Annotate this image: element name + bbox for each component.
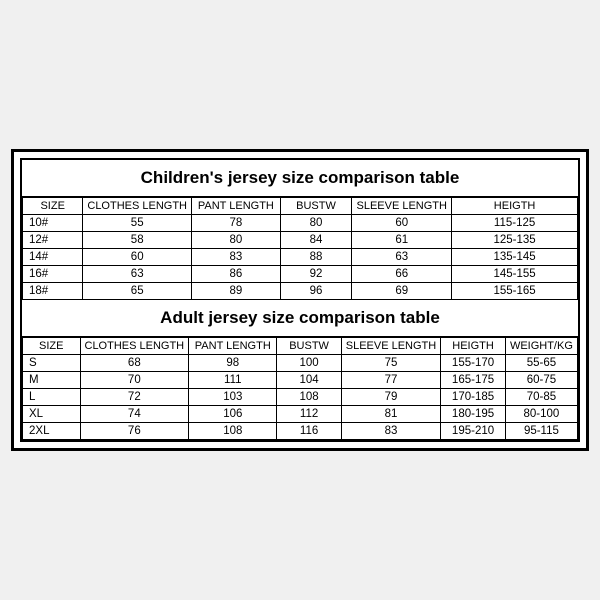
cell: 60-75 — [505, 372, 577, 389]
cell: 61 — [352, 232, 452, 249]
cell: 16# — [23, 266, 83, 283]
cell: 165-175 — [441, 372, 506, 389]
table-row: 18# 65 89 96 69 155-165 — [23, 283, 578, 300]
cell: 108 — [189, 423, 277, 440]
cell: 155-170 — [441, 355, 506, 372]
adult-table: SIZE CLOTHES LENGTH PANT LENGTH BUSTW SL… — [22, 337, 578, 440]
cell: 12# — [23, 232, 83, 249]
table-row: M 70 111 104 77 165-175 60-75 — [23, 372, 578, 389]
adult-title: Adult jersey size comparison table — [22, 300, 578, 337]
cell: 170-185 — [441, 389, 506, 406]
cell: 112 — [277, 406, 341, 423]
col-clothes: CLOTHES LENGTH — [80, 338, 189, 355]
cell: 98 — [189, 355, 277, 372]
size-chart-inner: Children's jersey size comparison table … — [20, 158, 580, 442]
cell: 135-145 — [452, 249, 578, 266]
cell: M — [23, 372, 81, 389]
cell: 70 — [80, 372, 189, 389]
cell: S — [23, 355, 81, 372]
cell: 63 — [83, 266, 192, 283]
cell: 145-155 — [452, 266, 578, 283]
table-row: 16# 63 86 92 66 145-155 — [23, 266, 578, 283]
col-pant: PANT LENGTH — [189, 338, 277, 355]
children-title: Children's jersey size comparison table — [22, 160, 578, 197]
cell: 104 — [277, 372, 341, 389]
cell: 70-85 — [505, 389, 577, 406]
col-clothes: CLOTHES LENGTH — [83, 198, 192, 215]
children-table: SIZE CLOTHES LENGTH PANT LENGTH BUSTW SL… — [22, 197, 578, 300]
cell: 86 — [192, 266, 281, 283]
cell: 83 — [192, 249, 281, 266]
cell: 79 — [341, 389, 440, 406]
cell: 80 — [192, 232, 281, 249]
table-row: 12# 58 80 84 61 125-135 — [23, 232, 578, 249]
col-sleeve: SLEEVE LENGTH — [352, 198, 452, 215]
cell: 69 — [352, 283, 452, 300]
cell: 88 — [280, 249, 352, 266]
cell: 80-100 — [505, 406, 577, 423]
cell: 103 — [189, 389, 277, 406]
table-row: 10# 55 78 80 60 115-125 — [23, 215, 578, 232]
cell: 63 — [352, 249, 452, 266]
cell: 96 — [280, 283, 352, 300]
col-height: HEIGTH — [441, 338, 506, 355]
col-pant: PANT LENGTH — [192, 198, 281, 215]
cell: 55 — [83, 215, 192, 232]
cell: 60 — [83, 249, 192, 266]
cell: 116 — [277, 423, 341, 440]
cell: 78 — [192, 215, 281, 232]
adult-header-row: SIZE CLOTHES LENGTH PANT LENGTH BUSTW SL… — [23, 338, 578, 355]
cell: 66 — [352, 266, 452, 283]
col-size: SIZE — [23, 198, 83, 215]
cell: 125-135 — [452, 232, 578, 249]
cell: 108 — [277, 389, 341, 406]
cell: 195-210 — [441, 423, 506, 440]
cell: 92 — [280, 266, 352, 283]
cell: XL — [23, 406, 81, 423]
cell: 65 — [83, 283, 192, 300]
cell: 95-115 — [505, 423, 577, 440]
col-weight: WEIGHT/KG — [505, 338, 577, 355]
cell: 111 — [189, 372, 277, 389]
cell: 74 — [80, 406, 189, 423]
table-row: S 68 98 100 75 155-170 55-65 — [23, 355, 578, 372]
cell: 60 — [352, 215, 452, 232]
col-bustw: BUSTW — [277, 338, 341, 355]
table-row: 14# 60 83 88 63 135-145 — [23, 249, 578, 266]
cell: L — [23, 389, 81, 406]
cell: 77 — [341, 372, 440, 389]
cell: 2XL — [23, 423, 81, 440]
cell: 106 — [189, 406, 277, 423]
cell: 83 — [341, 423, 440, 440]
cell: 72 — [80, 389, 189, 406]
cell: 55-65 — [505, 355, 577, 372]
cell: 84 — [280, 232, 352, 249]
table-row: 2XL 76 108 116 83 195-210 95-115 — [23, 423, 578, 440]
table-row: XL 74 106 112 81 180-195 80-100 — [23, 406, 578, 423]
cell: 80 — [280, 215, 352, 232]
cell: 100 — [277, 355, 341, 372]
col-sleeve: SLEEVE LENGTH — [341, 338, 440, 355]
cell: 75 — [341, 355, 440, 372]
cell: 58 — [83, 232, 192, 249]
cell: 76 — [80, 423, 189, 440]
col-size: SIZE — [23, 338, 81, 355]
children-header-row: SIZE CLOTHES LENGTH PANT LENGTH BUSTW SL… — [23, 198, 578, 215]
cell: 155-165 — [452, 283, 578, 300]
cell: 18# — [23, 283, 83, 300]
table-row: L 72 103 108 79 170-185 70-85 — [23, 389, 578, 406]
cell: 89 — [192, 283, 281, 300]
cell: 81 — [341, 406, 440, 423]
size-chart-frame: Children's jersey size comparison table … — [11, 149, 589, 451]
cell: 10# — [23, 215, 83, 232]
cell: 115-125 — [452, 215, 578, 232]
cell: 68 — [80, 355, 189, 372]
col-height: HEIGTH — [452, 198, 578, 215]
col-bustw: BUSTW — [280, 198, 352, 215]
cell: 14# — [23, 249, 83, 266]
cell: 180-195 — [441, 406, 506, 423]
